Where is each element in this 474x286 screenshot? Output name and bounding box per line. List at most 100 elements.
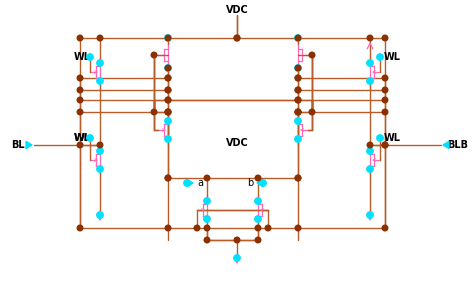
Text: VDC: VDC xyxy=(226,138,248,148)
Polygon shape xyxy=(187,179,193,186)
Circle shape xyxy=(204,216,210,222)
Text: VDC: VDC xyxy=(226,5,248,15)
Circle shape xyxy=(255,237,261,243)
Circle shape xyxy=(234,35,240,41)
Circle shape xyxy=(194,225,200,231)
Circle shape xyxy=(295,65,301,71)
Circle shape xyxy=(234,35,240,41)
Circle shape xyxy=(367,60,373,66)
Circle shape xyxy=(77,97,83,103)
Circle shape xyxy=(97,78,103,84)
Text: WL: WL xyxy=(383,133,401,143)
Circle shape xyxy=(165,109,171,115)
Circle shape xyxy=(97,166,103,172)
Circle shape xyxy=(382,142,388,148)
Circle shape xyxy=(309,52,315,58)
Circle shape xyxy=(97,60,103,66)
Circle shape xyxy=(234,237,240,243)
Circle shape xyxy=(97,148,103,154)
Circle shape xyxy=(204,198,210,204)
Circle shape xyxy=(204,237,210,243)
Circle shape xyxy=(295,35,301,41)
Circle shape xyxy=(367,35,373,41)
Circle shape xyxy=(382,87,388,93)
Circle shape xyxy=(165,175,171,181)
Circle shape xyxy=(165,175,171,181)
Circle shape xyxy=(295,225,301,231)
Circle shape xyxy=(367,78,373,84)
Circle shape xyxy=(165,65,171,71)
Circle shape xyxy=(260,180,266,186)
Circle shape xyxy=(367,166,373,172)
Text: WL: WL xyxy=(383,52,401,62)
Circle shape xyxy=(77,87,83,93)
Text: WL: WL xyxy=(73,52,91,62)
Text: WL: WL xyxy=(73,133,91,143)
Circle shape xyxy=(295,97,301,103)
Text: a: a xyxy=(197,178,203,188)
Polygon shape xyxy=(443,141,449,149)
Circle shape xyxy=(295,109,301,115)
Circle shape xyxy=(367,212,373,218)
Circle shape xyxy=(165,97,171,103)
Text: BL: BL xyxy=(11,140,25,150)
Circle shape xyxy=(309,109,315,115)
Circle shape xyxy=(77,75,83,81)
Circle shape xyxy=(367,142,373,148)
Circle shape xyxy=(255,175,261,181)
Text: WL: WL xyxy=(73,133,91,143)
Circle shape xyxy=(184,180,190,186)
Circle shape xyxy=(151,109,157,115)
Circle shape xyxy=(295,175,301,181)
Circle shape xyxy=(165,225,171,231)
Circle shape xyxy=(255,198,261,204)
Circle shape xyxy=(165,87,171,93)
Circle shape xyxy=(87,135,93,141)
Circle shape xyxy=(97,35,103,41)
Circle shape xyxy=(77,109,83,115)
Text: b: b xyxy=(247,178,253,188)
Circle shape xyxy=(295,97,301,103)
Circle shape xyxy=(382,75,388,81)
Polygon shape xyxy=(257,179,263,186)
Circle shape xyxy=(165,75,171,81)
Circle shape xyxy=(295,109,301,115)
Circle shape xyxy=(234,255,240,261)
Circle shape xyxy=(165,35,171,41)
Circle shape xyxy=(77,35,83,41)
Circle shape xyxy=(295,75,301,81)
Circle shape xyxy=(165,75,171,81)
Polygon shape xyxy=(26,141,32,149)
Circle shape xyxy=(295,87,301,93)
Circle shape xyxy=(97,212,103,218)
Circle shape xyxy=(295,87,301,93)
Circle shape xyxy=(295,175,301,181)
Circle shape xyxy=(255,225,261,231)
Circle shape xyxy=(382,142,388,148)
Circle shape xyxy=(377,135,383,141)
Circle shape xyxy=(165,87,171,93)
Circle shape xyxy=(87,54,93,60)
Circle shape xyxy=(382,97,388,103)
Circle shape xyxy=(295,118,301,124)
Circle shape xyxy=(97,142,103,148)
Circle shape xyxy=(165,97,171,103)
Circle shape xyxy=(77,142,83,148)
Circle shape xyxy=(382,109,388,115)
Circle shape xyxy=(165,35,171,41)
Circle shape xyxy=(151,52,157,58)
Circle shape xyxy=(204,225,210,231)
Circle shape xyxy=(165,118,171,124)
Circle shape xyxy=(377,54,383,60)
Circle shape xyxy=(165,65,171,71)
Circle shape xyxy=(165,109,171,115)
Circle shape xyxy=(255,216,261,222)
Circle shape xyxy=(295,109,301,115)
Circle shape xyxy=(295,75,301,81)
Circle shape xyxy=(382,35,388,41)
Circle shape xyxy=(295,136,301,142)
Circle shape xyxy=(165,136,171,142)
Circle shape xyxy=(165,109,171,115)
Circle shape xyxy=(382,225,388,231)
Circle shape xyxy=(265,225,271,231)
